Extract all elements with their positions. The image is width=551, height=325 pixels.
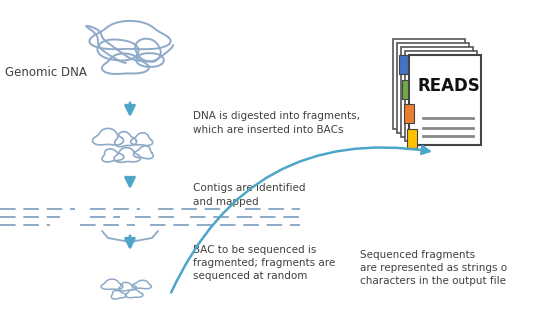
- Text: DNA is digested into fragments,
which are inserted into BACs: DNA is digested into fragments, which ar…: [193, 111, 360, 135]
- FancyBboxPatch shape: [402, 80, 412, 98]
- Text: Sequenced fragments
are represented as strings o
characters in the output file: Sequenced fragments are represented as s…: [360, 250, 507, 286]
- Text: Contigs are identified
and mapped: Contigs are identified and mapped: [193, 183, 305, 207]
- FancyBboxPatch shape: [397, 43, 469, 133]
- Text: Genomic DNA: Genomic DNA: [5, 66, 87, 79]
- FancyBboxPatch shape: [393, 39, 465, 129]
- FancyBboxPatch shape: [405, 51, 477, 141]
- FancyBboxPatch shape: [407, 128, 417, 148]
- Text: BAC to be sequenced is
fragmented; fragments are
sequenced at random: BAC to be sequenced is fragmented; fragm…: [193, 245, 335, 281]
- FancyBboxPatch shape: [401, 47, 473, 137]
- Text: READS: READS: [418, 77, 480, 95]
- FancyBboxPatch shape: [404, 104, 414, 123]
- FancyArrowPatch shape: [171, 146, 429, 292]
- FancyBboxPatch shape: [409, 55, 481, 145]
- FancyBboxPatch shape: [399, 55, 409, 74]
